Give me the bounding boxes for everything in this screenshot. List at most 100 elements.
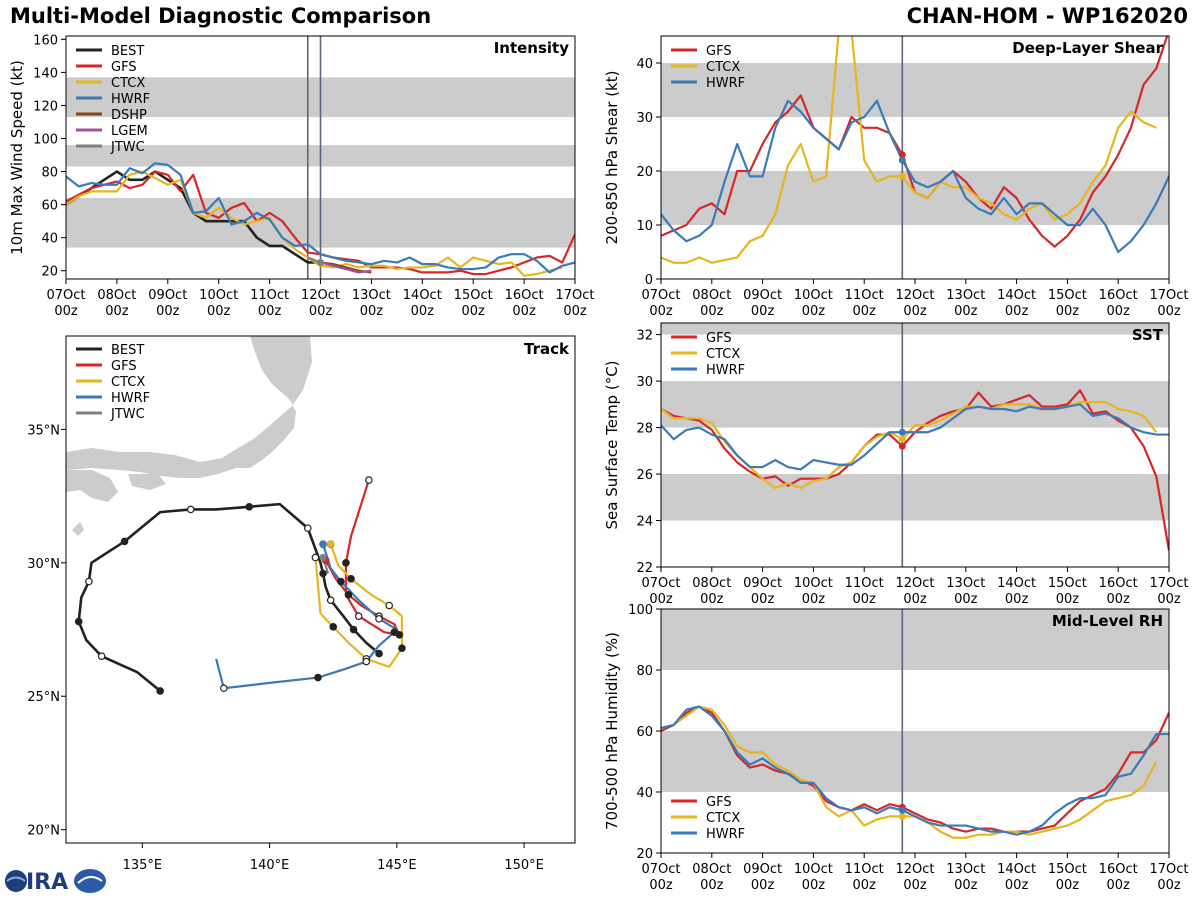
x-tick-label: 07Oct	[46, 288, 85, 303]
x-tick-label: 13Oct	[352, 288, 391, 303]
track-marker-best	[349, 625, 358, 634]
track-marker-hwrf	[362, 657, 371, 666]
series-group	[661, 36, 1169, 264]
shaded-band	[661, 381, 1169, 428]
legend-label-best: BEST	[111, 44, 144, 59]
track-start-ctcx	[327, 540, 335, 548]
series-hwrf	[661, 403, 1169, 471]
x-tick-sub-label: 00z	[156, 304, 180, 319]
x-tick-label: 12Oct	[895, 288, 934, 303]
x-tick-sub-label: 00z	[105, 304, 129, 319]
map-frame	[65, 335, 576, 844]
x-tick-label: 16Oct	[505, 288, 544, 303]
x-tick-sub-label: 00z	[258, 304, 282, 319]
x-tick-label: 15Oct	[454, 288, 493, 303]
legend-label-jtwc: JTWC	[110, 140, 145, 155]
track-best	[77, 502, 380, 692]
legend-label-hwrf: HWRF	[706, 363, 745, 378]
shaded-band	[661, 609, 1169, 670]
x-tick-label: 17Oct	[1149, 576, 1188, 591]
land-japan-kyushu	[66, 470, 118, 502]
legend-label-gfs: GFS	[706, 795, 732, 810]
x-tick-label: 11Oct	[845, 862, 884, 877]
logo-badge-icon	[74, 869, 106, 893]
track-marker-gfs	[354, 612, 363, 620]
y-tick-label: 30	[636, 111, 653, 126]
series-ctcx	[661, 36, 1157, 264]
track-start-best	[375, 649, 383, 658]
land-island	[72, 522, 84, 536]
chart-sst: 22242628303207Oct00z08Oct00z09Oct00z10Oc…	[603, 322, 1189, 607]
y-tick-label: 22	[636, 561, 653, 576]
x-tick-sub-label: 00z	[649, 878, 673, 893]
chart-title: SST	[1132, 326, 1164, 344]
x-tick-label: 12Oct	[895, 576, 934, 591]
y-tick-label: 20	[636, 165, 653, 180]
shaded-band	[661, 63, 1169, 117]
series-lgem	[320, 261, 372, 274]
series-group	[66, 162, 575, 277]
x-tick-label: 15Oct	[1048, 288, 1087, 303]
track-marker-ctcx	[347, 575, 355, 583]
chart-title: Track	[524, 340, 570, 358]
series-hwrf	[661, 705, 1169, 836]
x-tick-sub-label: 00z	[802, 304, 826, 319]
y-tick-label: 120	[33, 99, 58, 114]
track-marker-hwrf	[375, 615, 383, 623]
track-marker-ctcx	[385, 601, 394, 610]
legend-label-hwrf: HWRF	[111, 391, 150, 406]
x-tick-sub-label: 00z	[802, 592, 826, 607]
x-tick-label: 17Oct	[555, 288, 594, 303]
y-tick-label: 60	[41, 199, 58, 214]
legend-label-hwrf: HWRF	[706, 76, 745, 91]
lon-tick-label: 140°E	[250, 858, 290, 873]
x-tick-sub-label: 00z	[512, 304, 536, 319]
track-marker-best	[326, 596, 335, 604]
x-tick-label: 14Oct	[403, 288, 442, 303]
x-tick-sub-label: 00z	[1056, 878, 1080, 893]
x-tick-sub-label: 00z	[700, 592, 724, 607]
x-tick-label: 12Oct	[301, 288, 340, 303]
legend-label-jtwc: JTWC	[110, 407, 145, 422]
legend-label-ctcx: CTCX	[111, 375, 145, 390]
x-tick-sub-label: 00z	[954, 304, 978, 319]
x-tick-label: 15Oct	[1048, 862, 1087, 877]
track-marker-hwrf	[337, 577, 345, 586]
marker-ctcx	[898, 172, 906, 180]
x-tick-sub-label: 00z	[563, 304, 587, 319]
y-tick-label: 100	[33, 132, 58, 147]
legend-label-gfs: GFS	[111, 60, 137, 75]
x-tick-sub-label: 00z	[54, 304, 78, 319]
track-marker-gfs	[342, 559, 350, 567]
track-marker-best	[74, 617, 83, 626]
marker-gfs	[898, 442, 906, 450]
x-tick-label: 17Oct	[1149, 288, 1188, 303]
marker-ctcx	[898, 435, 906, 443]
marker-hwrf	[898, 156, 906, 164]
x-tick-sub-label: 00z	[1056, 304, 1080, 319]
y-tick-label: 80	[41, 166, 58, 181]
legend-label-gfs: GFS	[111, 359, 137, 374]
lon-tick-label: 135°E	[123, 858, 163, 873]
lat-tick-label: 30°N	[27, 557, 60, 572]
x-tick-sub-label: 00z	[1005, 304, 1029, 319]
x-tick-sub-label: 00z	[1005, 878, 1029, 893]
x-tick-label: 09Oct	[743, 288, 782, 303]
x-tick-sub-label: 00z	[360, 304, 384, 319]
x-tick-sub-label: 00z	[649, 304, 673, 319]
track-lines	[74, 476, 406, 695]
series-ctcx	[66, 170, 563, 277]
track-marker-hwrf	[314, 673, 322, 682]
y-tick-label: 26	[636, 468, 653, 483]
land-japan-shikoku	[128, 474, 166, 490]
track-marker-best	[303, 524, 312, 532]
y-axis-label: 10m Max Wind Speed (kt)	[8, 60, 26, 255]
x-tick-label: 11Oct	[250, 288, 289, 303]
shaded-band	[661, 171, 1169, 225]
legend-label-dshp: DSHP	[111, 108, 147, 123]
x-tick-sub-label: 00z	[802, 878, 826, 893]
x-tick-sub-label: 00z	[700, 878, 724, 893]
marker-hwrf	[898, 428, 906, 436]
x-tick-label: 09Oct	[743, 862, 782, 877]
legend-label-lgem: LGEM	[111, 124, 148, 139]
